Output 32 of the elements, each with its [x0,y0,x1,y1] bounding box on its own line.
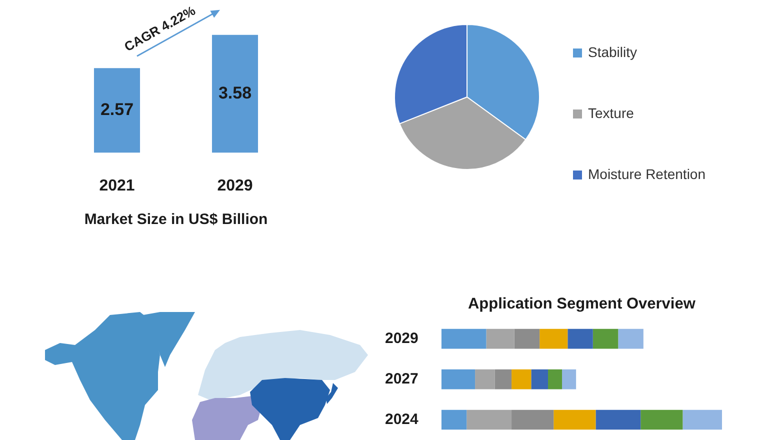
bar [475,369,495,390]
bar [466,410,512,430]
legend-label: Moisture Retention [588,166,706,182]
bar [618,328,644,349]
bar [512,369,532,390]
bar [592,328,618,349]
bar [486,328,514,349]
y-tick-label: 2027 [384,370,418,388]
bar [562,369,576,390]
bar [512,410,554,430]
bar [540,328,568,349]
bar [568,328,593,349]
bar [441,328,486,349]
bar [441,369,476,390]
bar [640,410,683,430]
bar [554,410,596,430]
bar [682,410,722,430]
x-tick-label: 2021 [99,177,135,194]
legend-label: Stability [588,44,638,60]
bar [441,410,467,430]
chart-title: Application Segment Overview [468,296,696,313]
data-label: 2.57 [100,100,134,120]
y-tick-label: 2024 [384,410,420,428]
legend-label: Texture [588,104,634,121]
bar [548,369,562,390]
bar [596,410,641,430]
bar [494,369,512,390]
x-axis-title: Market Size in US$ Billion [84,211,268,228]
bar [514,328,540,349]
y-tick-label: 2029 [384,330,418,347]
data-label: 3.58 [218,84,252,103]
bar [531,369,548,390]
